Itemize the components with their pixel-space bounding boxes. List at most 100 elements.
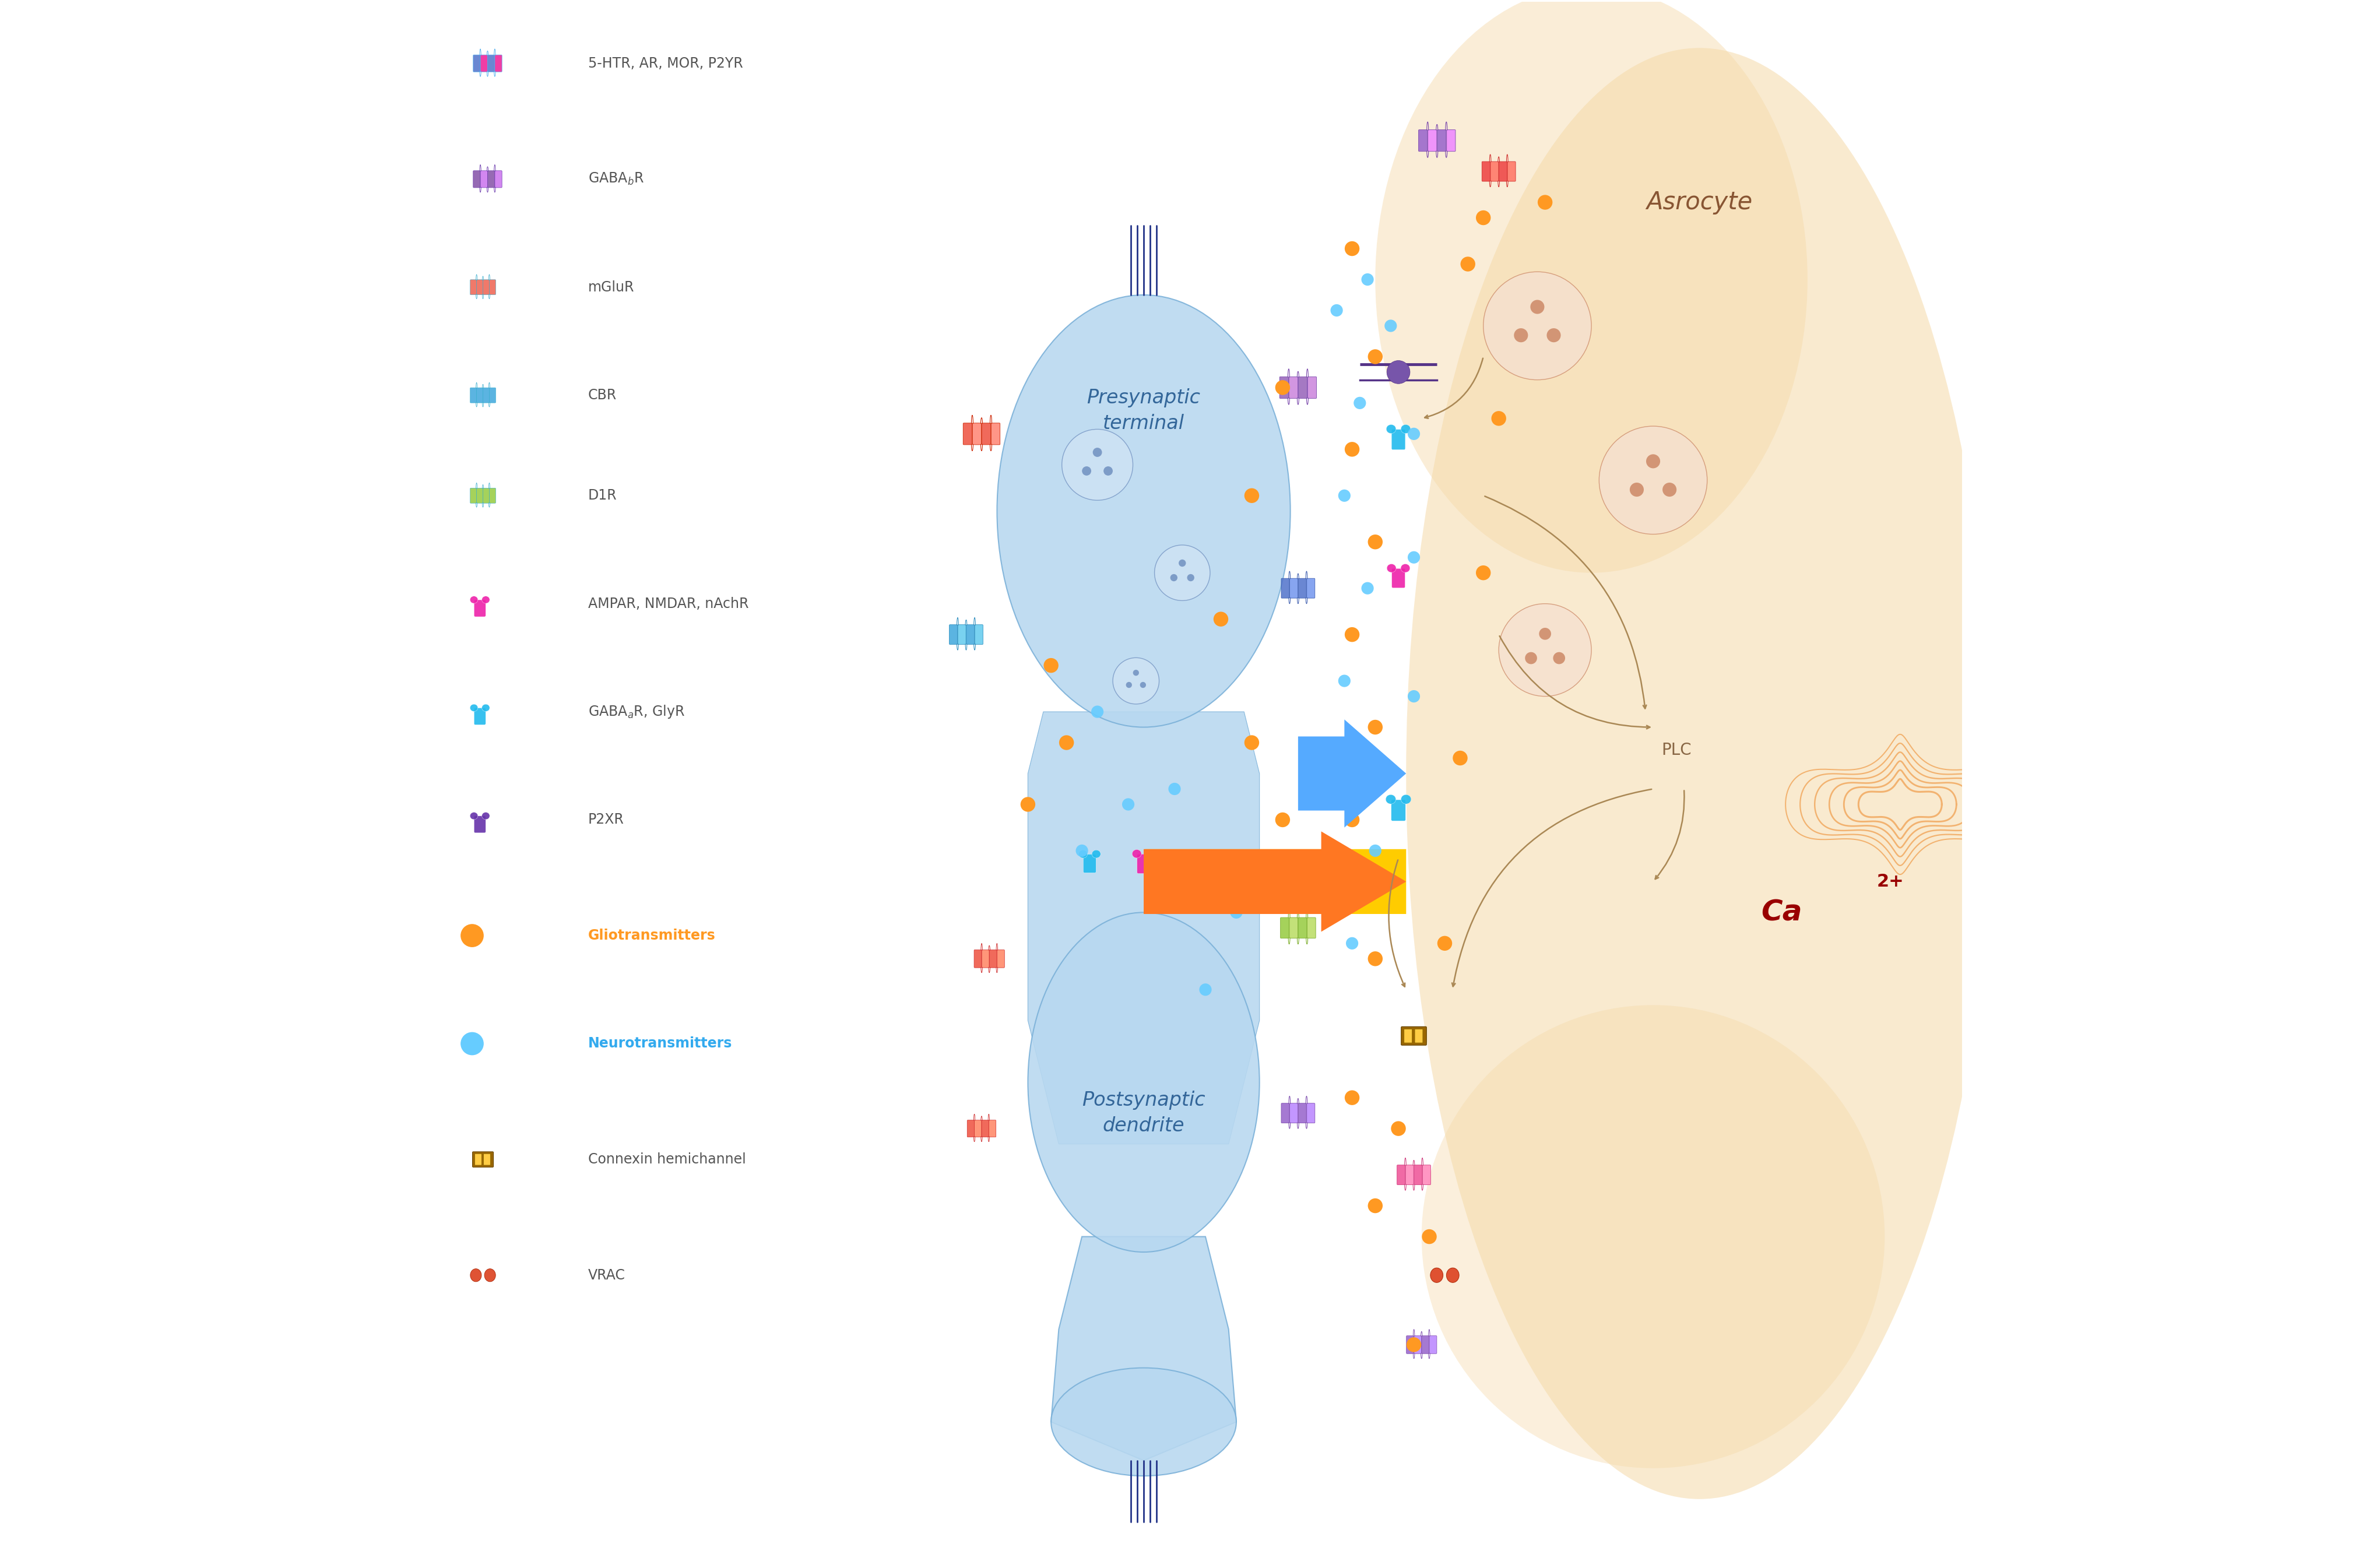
FancyBboxPatch shape bbox=[1407, 1335, 1414, 1354]
Ellipse shape bbox=[1385, 424, 1397, 433]
FancyBboxPatch shape bbox=[950, 625, 957, 645]
FancyBboxPatch shape bbox=[1490, 161, 1499, 181]
Circle shape bbox=[1476, 565, 1490, 580]
Text: P2XR: P2XR bbox=[588, 812, 624, 826]
Circle shape bbox=[1368, 535, 1383, 549]
Circle shape bbox=[1554, 653, 1566, 664]
FancyBboxPatch shape bbox=[476, 388, 483, 402]
FancyBboxPatch shape bbox=[1392, 800, 1407, 821]
Text: Connexin hemichannel: Connexin hemichannel bbox=[588, 1153, 745, 1166]
Circle shape bbox=[1368, 1199, 1383, 1213]
Circle shape bbox=[1092, 447, 1102, 456]
FancyBboxPatch shape bbox=[990, 422, 1000, 444]
FancyBboxPatch shape bbox=[988, 1120, 995, 1137]
Text: VRAC: VRAC bbox=[588, 1269, 626, 1282]
FancyBboxPatch shape bbox=[990, 950, 997, 968]
Circle shape bbox=[1061, 429, 1133, 500]
Circle shape bbox=[1630, 483, 1645, 497]
FancyBboxPatch shape bbox=[1507, 161, 1516, 181]
Circle shape bbox=[1385, 320, 1397, 333]
Polygon shape bbox=[1052, 1236, 1235, 1460]
Ellipse shape bbox=[1388, 565, 1397, 572]
FancyArrow shape bbox=[1297, 719, 1407, 828]
Circle shape bbox=[1530, 300, 1545, 314]
Circle shape bbox=[1526, 653, 1537, 664]
FancyBboxPatch shape bbox=[1418, 130, 1428, 152]
Circle shape bbox=[1345, 241, 1359, 257]
Circle shape bbox=[1347, 937, 1359, 950]
Circle shape bbox=[1407, 690, 1421, 702]
FancyBboxPatch shape bbox=[1421, 1335, 1428, 1354]
Circle shape bbox=[1330, 305, 1342, 317]
Text: 5-HTR, AR, MOR, P2YR: 5-HTR, AR, MOR, P2YR bbox=[588, 56, 743, 70]
Circle shape bbox=[1133, 670, 1140, 676]
Ellipse shape bbox=[469, 812, 478, 820]
FancyBboxPatch shape bbox=[973, 950, 981, 968]
FancyBboxPatch shape bbox=[488, 170, 495, 187]
Text: 2+: 2+ bbox=[1878, 873, 1904, 890]
FancyBboxPatch shape bbox=[966, 1120, 973, 1137]
Circle shape bbox=[1664, 483, 1676, 497]
Text: GABA$_a$R, GlyR: GABA$_a$R, GlyR bbox=[588, 704, 685, 719]
Ellipse shape bbox=[469, 596, 478, 603]
Ellipse shape bbox=[481, 704, 490, 712]
FancyBboxPatch shape bbox=[981, 950, 990, 968]
Ellipse shape bbox=[469, 704, 478, 712]
FancyBboxPatch shape bbox=[1297, 579, 1307, 599]
FancyBboxPatch shape bbox=[495, 170, 502, 187]
Circle shape bbox=[1647, 455, 1661, 469]
FancyBboxPatch shape bbox=[474, 709, 486, 726]
Circle shape bbox=[1361, 582, 1373, 594]
Circle shape bbox=[1200, 984, 1211, 996]
Ellipse shape bbox=[1376, 0, 1806, 572]
FancyBboxPatch shape bbox=[1280, 917, 1290, 937]
FancyBboxPatch shape bbox=[1307, 377, 1316, 399]
FancyBboxPatch shape bbox=[1447, 130, 1457, 152]
Ellipse shape bbox=[1078, 849, 1088, 859]
Ellipse shape bbox=[1402, 795, 1411, 804]
Ellipse shape bbox=[1147, 849, 1154, 859]
Ellipse shape bbox=[1402, 424, 1411, 433]
Polygon shape bbox=[1028, 712, 1259, 1143]
FancyBboxPatch shape bbox=[1392, 430, 1404, 450]
FancyBboxPatch shape bbox=[1414, 1165, 1423, 1185]
FancyBboxPatch shape bbox=[983, 422, 990, 444]
FancyArrow shape bbox=[1145, 831, 1407, 931]
Circle shape bbox=[1354, 767, 1366, 780]
FancyBboxPatch shape bbox=[1483, 161, 1490, 181]
Ellipse shape bbox=[1402, 565, 1409, 572]
Text: D1R: D1R bbox=[588, 489, 616, 503]
FancyBboxPatch shape bbox=[471, 280, 476, 295]
Text: PLC: PLC bbox=[1661, 743, 1692, 758]
Circle shape bbox=[1104, 466, 1114, 475]
FancyBboxPatch shape bbox=[483, 280, 490, 295]
Circle shape bbox=[1083, 466, 1090, 475]
FancyBboxPatch shape bbox=[976, 625, 983, 645]
Circle shape bbox=[1599, 425, 1706, 534]
FancyBboxPatch shape bbox=[966, 625, 973, 645]
Text: AMPAR, NMDAR, nAchR: AMPAR, NMDAR, nAchR bbox=[588, 597, 750, 611]
Text: Neurotransmitters: Neurotransmitters bbox=[588, 1036, 733, 1050]
Circle shape bbox=[1438, 936, 1452, 951]
FancyBboxPatch shape bbox=[1290, 917, 1297, 937]
Circle shape bbox=[1276, 812, 1290, 828]
FancyBboxPatch shape bbox=[1297, 917, 1307, 937]
Circle shape bbox=[1368, 719, 1383, 735]
Circle shape bbox=[1245, 489, 1259, 503]
FancyBboxPatch shape bbox=[481, 54, 488, 71]
Text: Gliotransmitters: Gliotransmitters bbox=[588, 928, 716, 942]
Circle shape bbox=[1169, 783, 1180, 795]
Text: Presynaptic
terminal: Presynaptic terminal bbox=[1088, 388, 1200, 433]
Circle shape bbox=[1126, 682, 1133, 688]
Circle shape bbox=[1045, 657, 1059, 673]
Circle shape bbox=[1407, 427, 1421, 439]
Circle shape bbox=[1499, 603, 1592, 696]
Circle shape bbox=[1154, 545, 1209, 600]
Ellipse shape bbox=[997, 295, 1290, 727]
FancyBboxPatch shape bbox=[490, 487, 495, 503]
FancyBboxPatch shape bbox=[1307, 579, 1314, 599]
FancyBboxPatch shape bbox=[1297, 1103, 1307, 1123]
Ellipse shape bbox=[1430, 1269, 1442, 1282]
FancyBboxPatch shape bbox=[474, 170, 481, 187]
Ellipse shape bbox=[1447, 1269, 1459, 1282]
